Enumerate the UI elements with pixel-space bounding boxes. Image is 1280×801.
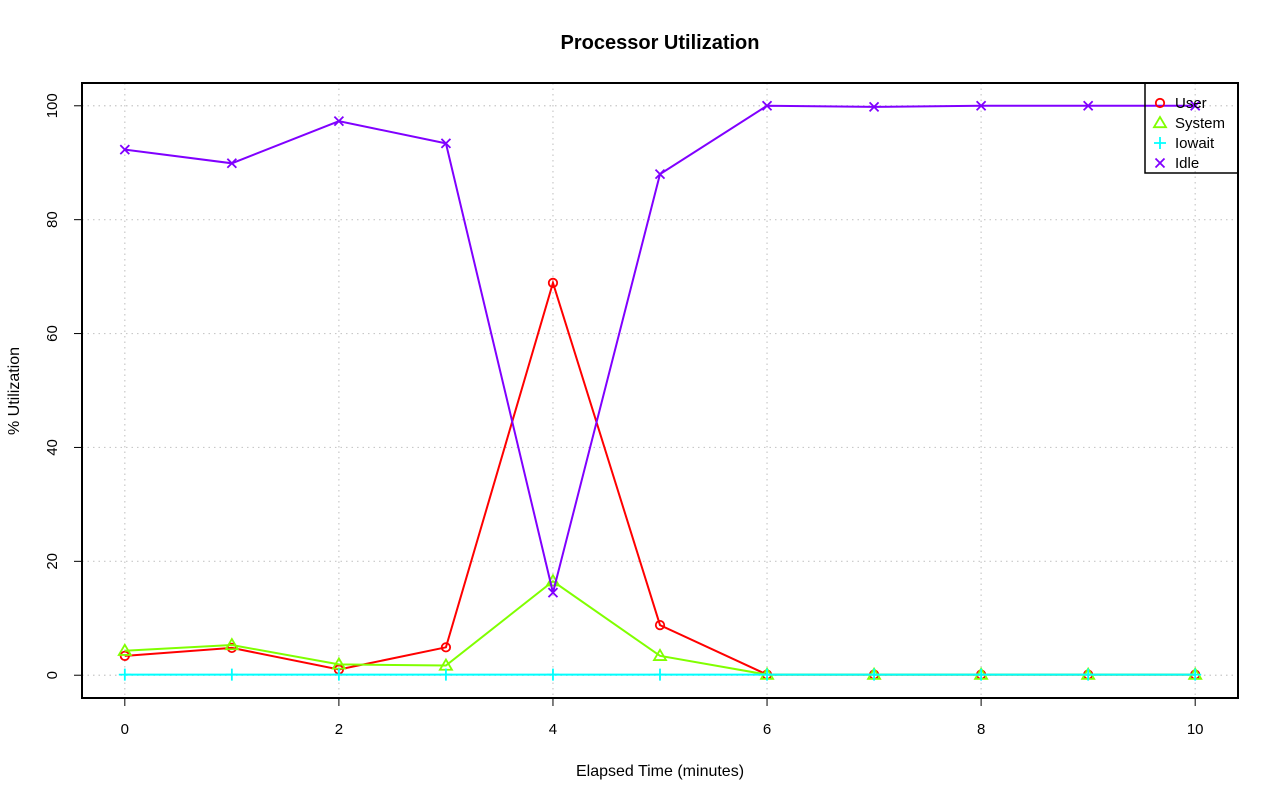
point-user <box>547 277 559 288</box>
point-system <box>117 642 133 656</box>
point-iowait <box>546 668 559 681</box>
point-idle <box>119 144 130 155</box>
point-system <box>224 637 240 651</box>
legend-label-iowait: Iowait <box>1175 135 1215 152</box>
point-idle <box>226 158 237 169</box>
legend-marker-idle <box>1154 157 1166 169</box>
point-iowait <box>1189 668 1202 681</box>
y-tick-label: 0 <box>44 671 61 679</box>
y-axis-label: % Utilization <box>6 347 23 435</box>
x-tick-label: 2 <box>335 721 343 738</box>
series-iowait <box>118 668 1202 681</box>
x-tick-label: 8 <box>977 721 985 738</box>
x-tick-label: 10 <box>1187 721 1204 738</box>
point-user <box>440 642 452 653</box>
point-iowait <box>439 668 452 681</box>
y-tick-label: 20 <box>44 553 61 570</box>
point-idle <box>547 587 559 598</box>
y-axis: 0 20 40 60 80 100 <box>44 93 83 679</box>
point-idle <box>1190 100 1201 111</box>
series-line-idle <box>124 104 1196 593</box>
point-idle <box>1083 100 1094 111</box>
x-axis: 0 2 4 6 8 10 <box>121 697 1204 738</box>
chart-title: Processor Utilization <box>561 32 760 54</box>
point-idle <box>761 100 773 111</box>
series-line-user <box>124 279 1196 676</box>
x-tick-label: 0 <box>121 721 129 738</box>
legend-label-system: System <box>1175 115 1225 132</box>
point-system <box>652 648 668 661</box>
point-iowait <box>225 668 238 681</box>
point-iowait <box>332 668 345 681</box>
series-idle <box>119 100 1201 598</box>
point-idle <box>654 168 666 180</box>
y-tick-label: 100 <box>44 93 61 118</box>
y-tick-label: 80 <box>44 211 61 228</box>
point-user <box>119 650 130 661</box>
series-system <box>117 573 1203 680</box>
point-user <box>654 620 666 631</box>
point-iowait <box>1082 668 1095 681</box>
x-axis-label: Elapsed Time (minutes) <box>576 763 744 780</box>
legend-label-idle: Idle <box>1175 155 1199 172</box>
point-iowait <box>654 668 666 681</box>
y-tick-label: 60 <box>44 325 61 342</box>
legend-label-user: User <box>1175 95 1207 112</box>
y-tick-label: 40 <box>44 439 61 456</box>
point-idle <box>868 101 880 113</box>
point-system <box>331 656 347 670</box>
legend: User System Iowait Idle <box>1144 82 1239 174</box>
series-layer <box>117 100 1203 681</box>
point-iowait <box>118 668 131 681</box>
point-idle <box>975 100 987 111</box>
x-tick-label: 6 <box>763 721 771 738</box>
legend-marker-system <box>1152 115 1168 129</box>
series-user <box>119 277 1201 680</box>
legend-marker-user <box>1154 97 1166 109</box>
point-idle <box>440 138 452 149</box>
point-iowait <box>975 668 988 681</box>
legend-marker-iowait <box>1154 137 1166 149</box>
x-tick-label: 4 <box>549 721 557 738</box>
legend-box <box>1144 82 1239 174</box>
point-iowait <box>868 668 881 681</box>
point-idle <box>333 116 345 127</box>
point-iowait <box>761 668 774 681</box>
